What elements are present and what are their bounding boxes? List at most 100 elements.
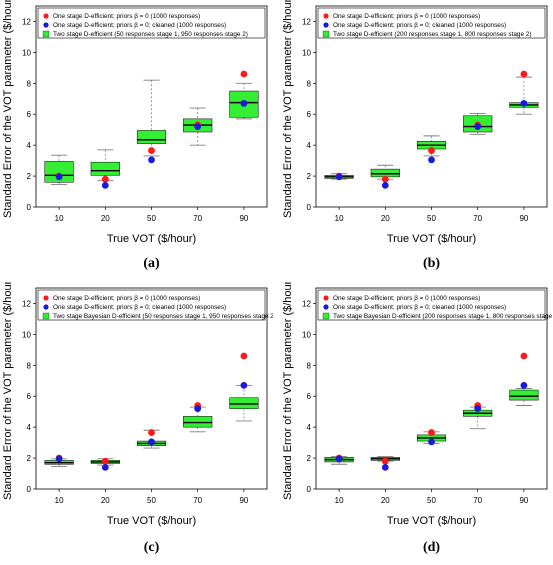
x-tick-label: 50 — [147, 214, 156, 223]
red-point — [240, 70, 248, 78]
y-tick-label: 10 — [302, 330, 311, 339]
x-tick-label: 90 — [519, 214, 528, 223]
legend-box — [37, 289, 266, 321]
legend-entry: One stage D-efficient; priors β = 0 (100… — [53, 295, 200, 302]
y-tick-label: 6 — [307, 392, 312, 401]
red-point — [148, 147, 155, 154]
x-tick-label: 10 — [55, 214, 64, 223]
legend-entry: One stage D-efficient; priors β = 0; cle… — [53, 22, 226, 29]
y-axis-label: Standard Error of the VOT parameter ($/h… — [2, 282, 14, 500]
legend-marker — [323, 295, 329, 301]
chart-panel-1: 0 2 4 6 8 10 12 10 20 50 70 90 True VOT ($/hour) Stan… — [2, 0, 268, 245]
blue-point — [194, 405, 202, 412]
x-tick-label: 20 — [101, 214, 110, 223]
blue-point — [148, 156, 155, 164]
blue-point — [335, 173, 343, 181]
y-tick-label: 0 — [27, 485, 32, 494]
box-50 — [136, 130, 167, 144]
y-tick-label: 4 — [27, 141, 32, 150]
x-tick-label: 10 — [335, 214, 344, 223]
y-tick-label: 4 — [307, 423, 312, 432]
x-tick-label: 90 — [239, 214, 248, 223]
blue-point — [55, 455, 63, 463]
box-90 — [229, 397, 259, 409]
x-tick-label: 20 — [381, 496, 390, 505]
legend-entry: One stage D-efficient; priors β = 0 (100… — [53, 13, 200, 20]
blue-point — [240, 100, 248, 107]
x-tick-label: 20 — [381, 214, 390, 223]
legend-swatch — [42, 30, 50, 38]
red-point — [520, 352, 528, 360]
legend-entry: One stage D-efficient; priors β = 0; cle… — [333, 304, 506, 311]
panel-label: (b) — [422, 256, 441, 271]
y-axis-label: Standard Error of the VOT parameter ($/h… — [282, 282, 294, 500]
legend-marker — [43, 13, 49, 19]
chart-panel-2: 0 2 4 6 8 10 12 10 20 50 70 90 True VOT ($/hour) Stan… — [282, 0, 548, 245]
blue-point — [240, 382, 248, 389]
y-tick-label: 0 — [27, 203, 32, 212]
y-tick-label: 4 — [307, 141, 312, 150]
red-point — [381, 457, 389, 465]
blue-point — [55, 173, 63, 181]
blue-point — [520, 100, 528, 107]
blue-point — [381, 463, 389, 471]
y-tick-label: 10 — [302, 48, 311, 57]
legend-box — [317, 7, 546, 39]
x-tick-label: 50 — [427, 214, 436, 223]
x-axis-label: True VOT ($/hour) — [387, 515, 476, 527]
y-tick-label: 8 — [307, 79, 312, 88]
legend-entry: One stage D-efficient; priors β = 0 (100… — [333, 13, 480, 20]
y-tick-label: 0 — [307, 485, 312, 494]
y-tick-label: 6 — [307, 110, 312, 119]
x-axis-label: True VOT ($/hour) — [107, 233, 196, 245]
y-axis-label: Standard Error of the VOT parameter ($/h… — [282, 0, 294, 218]
blue-point — [474, 405, 482, 412]
y-tick-label: 0 — [307, 203, 312, 212]
red-point — [148, 429, 155, 436]
blue-point — [101, 181, 109, 189]
red-point — [381, 175, 389, 183]
x-tick-label: 90 — [239, 496, 248, 505]
panel-label: (d) — [422, 540, 441, 555]
red-point — [240, 352, 248, 360]
x-axis-label: True VOT ($/hour) — [387, 233, 476, 245]
y-tick-label: 2 — [307, 454, 312, 463]
red-point — [428, 147, 435, 154]
box-10 — [44, 161, 74, 183]
blue-point — [101, 463, 109, 471]
red-point — [101, 175, 109, 183]
legend-marker — [323, 22, 329, 28]
legend-box — [317, 289, 546, 321]
legend-marker — [43, 295, 49, 301]
legend-entry: Two stage D-efficient (50 responses stag… — [53, 31, 248, 38]
y-tick-label: 2 — [27, 172, 32, 181]
blue-point — [520, 382, 528, 389]
y-tick-label: 12 — [22, 299, 31, 308]
y-tick-label: 8 — [27, 361, 32, 370]
x-tick-label: 70 — [473, 496, 482, 505]
blue-point — [381, 181, 389, 189]
x-tick-label: 50 — [427, 496, 436, 505]
chart-panel-3: 0 2 4 6 8 10 12 10 20 50 70 90 True VOT ($/hour) Stan… — [2, 282, 273, 527]
box-70 — [183, 416, 213, 428]
y-tick-label: 12 — [302, 299, 311, 308]
y-tick-label: 6 — [27, 392, 32, 401]
y-tick-label: 12 — [22, 17, 31, 26]
x-tick-label: 50 — [147, 496, 156, 505]
legend-entry: One stage D-efficient; priors β = 0; cle… — [333, 22, 506, 29]
legend-swatch — [42, 312, 50, 320]
panel-label: (a) — [143, 256, 160, 271]
red-point — [428, 429, 435, 436]
blue-point — [428, 438, 435, 446]
legend-entry: Two stage Bayesian D-efficient (50 respo… — [53, 313, 273, 320]
y-tick-label: 10 — [22, 330, 31, 339]
legend-marker — [323, 304, 329, 310]
panel-label: (c) — [143, 540, 160, 555]
legend-box — [37, 7, 266, 39]
y-tick-label: 12 — [302, 17, 311, 26]
x-tick-label: 90 — [519, 496, 528, 505]
blue-point — [194, 123, 202, 130]
box-20 — [370, 168, 400, 178]
legend-swatch — [322, 30, 330, 38]
